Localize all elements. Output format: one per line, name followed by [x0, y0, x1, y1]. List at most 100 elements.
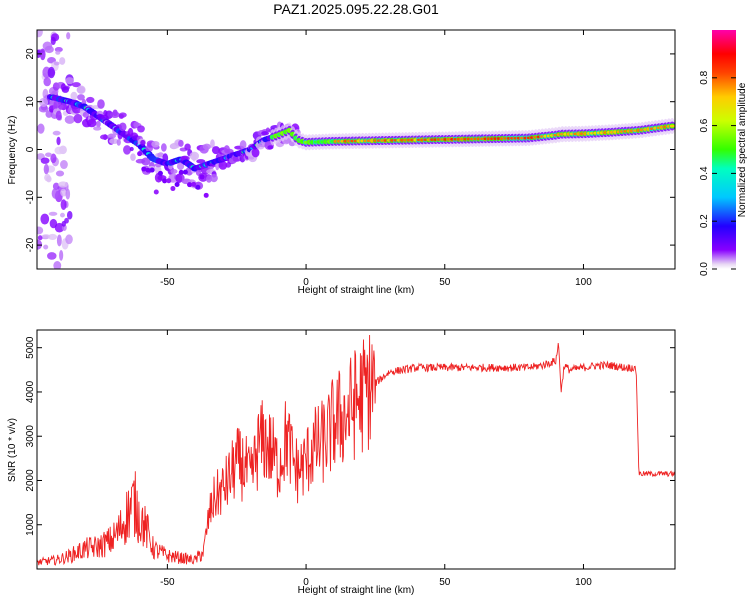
spectrogram-cell	[137, 151, 143, 157]
snr-series-line	[37, 334, 675, 566]
colorbar-tick-label: 0.2	[699, 214, 710, 228]
spectrogram-cell	[66, 32, 71, 40]
spectrogram-cell	[47, 252, 57, 260]
x-tick-label: 100	[575, 577, 592, 588]
spectrogram-cell	[58, 104, 68, 110]
y-tick-label: 2000	[25, 469, 36, 492]
colorbar-label: Normalized spectral amplitude	[737, 82, 748, 217]
spectrogram-cell	[199, 174, 205, 180]
colorbar: 0.0 0.2 0.4 0.6 0.8 Normalized spectral ampl…	[699, 30, 748, 276]
spectrogram-cell	[162, 178, 168, 184]
snr-x-ticks: -50 0 50 100	[160, 330, 592, 588]
spectrogram-cell	[53, 261, 62, 269]
spectrogram-cell	[55, 50, 61, 55]
spectrogram-cell	[140, 139, 146, 147]
spectrogram-cell	[54, 222, 65, 233]
spectrogram-cell	[71, 82, 81, 88]
y-tick-label: -10	[25, 190, 36, 205]
y-tick-label: 1000	[25, 513, 36, 536]
snr-panel: -50 0 50 100 1000 2000 3000 4000 5000 Height of…	[7, 329, 676, 596]
spectrogram-cell	[39, 97, 49, 107]
spectrogram-cell	[86, 96, 95, 104]
spectrogram-cell	[251, 147, 260, 158]
spectrogram-cell	[157, 152, 165, 158]
spectrogram-cell	[202, 143, 211, 150]
spectrogram-cell	[166, 178, 172, 184]
spectrogram-cell	[40, 213, 50, 225]
spectrogram-cell	[261, 131, 270, 136]
spectrogram-cell	[187, 182, 193, 188]
spectrogram-x-axis-label: Height of straight line (km)	[298, 285, 415, 296]
spectrogram-cell	[58, 181, 68, 188]
spectrogram-cell	[218, 161, 228, 170]
spectrogram-cell	[47, 66, 56, 79]
colorbar-gradient	[712, 30, 736, 269]
spectrogram-cell	[37, 30, 43, 38]
spectrogram-cell	[60, 199, 67, 211]
x-tick-label: -50	[160, 277, 175, 288]
y-tick-label: 3000	[25, 425, 36, 448]
spectrogram-cell	[48, 211, 58, 216]
spectrogram-cell	[175, 173, 183, 184]
x-tick-label: 100	[575, 277, 592, 288]
spectrogram-cell	[178, 169, 184, 175]
x-tick-label: 50	[439, 577, 451, 588]
spectrogram-cell	[42, 41, 53, 51]
spectrogram-cell	[53, 61, 60, 66]
spectrogram-cell	[145, 167, 151, 173]
x-tick-label: -50	[160, 577, 175, 588]
x-tick-label: 0	[303, 577, 309, 588]
spectrogram-cell	[93, 126, 102, 131]
colorbar-tick-label: 0.8	[699, 70, 710, 84]
spectrogram-panel: -50 0 50 100 -20 -10 0 10 20 Height of straight…	[7, 29, 676, 296]
spectrogram-cell	[116, 138, 121, 146]
spectrogram-cell	[160, 143, 167, 152]
spectrogram-cell	[64, 115, 75, 124]
spectrogram-cell	[76, 85, 86, 95]
snr-frame	[36, 329, 676, 570]
spectrogram-cell	[191, 181, 197, 187]
spectrogram-cell	[110, 111, 120, 118]
spectrogram-cell	[210, 139, 215, 149]
spectrogram-cell	[61, 86, 70, 93]
spectrogram-cell	[77, 94, 85, 101]
y-tick-label: 20	[25, 48, 36, 60]
spectrogram-cell	[130, 153, 136, 162]
spectrogram-cell	[37, 123, 45, 134]
spectrogram-cell	[96, 120, 101, 128]
x-tick-label: 50	[439, 277, 451, 288]
snr-y-axis-label: SNR (10 * v/v)	[7, 418, 18, 482]
spectrogram-cell	[170, 168, 178, 174]
spectrogram-cell	[44, 152, 52, 157]
spectrogram-cell	[141, 157, 151, 166]
spectrogram-cell	[182, 169, 188, 175]
spectrogram-cell	[37, 226, 44, 235]
spectrogram-cell	[37, 239, 43, 250]
spectrogram-cell	[56, 234, 62, 247]
spectrogram-cell	[37, 235, 43, 241]
colorbar-tick-label: 0.0	[699, 262, 710, 276]
spectrogram-cell	[70, 91, 78, 101]
y-tick-label: 4000	[25, 380, 36, 403]
spectrogram-cell	[239, 140, 247, 150]
y-tick-label: 10	[25, 96, 36, 108]
spectrogram-cell	[184, 143, 191, 151]
snr-x-axis-label: Height of straight line (km)	[298, 585, 415, 596]
spectrogram-cell	[153, 189, 159, 195]
spectrogram-cell	[105, 110, 114, 120]
spectrogram-cell	[86, 119, 97, 128]
spectrogram-cell	[61, 220, 66, 227]
spectrogram-cell	[44, 173, 51, 182]
spectrogram-cell	[129, 146, 134, 152]
spectrogram-cell	[49, 218, 58, 229]
spectrogram-cell	[210, 174, 218, 183]
spectrogram-cell	[59, 249, 64, 261]
spectrogram-cell	[174, 182, 180, 188]
spectrogram-cell	[50, 33, 60, 42]
spectrogram-cell	[66, 210, 73, 220]
spectrogram-cell	[55, 170, 65, 177]
spectrogram-cell	[97, 99, 105, 109]
spectrogram-y-axis-label: Frequency (Hz)	[7, 116, 18, 185]
spectrogram-cell	[109, 138, 119, 145]
spectrogram-cell	[60, 188, 68, 197]
